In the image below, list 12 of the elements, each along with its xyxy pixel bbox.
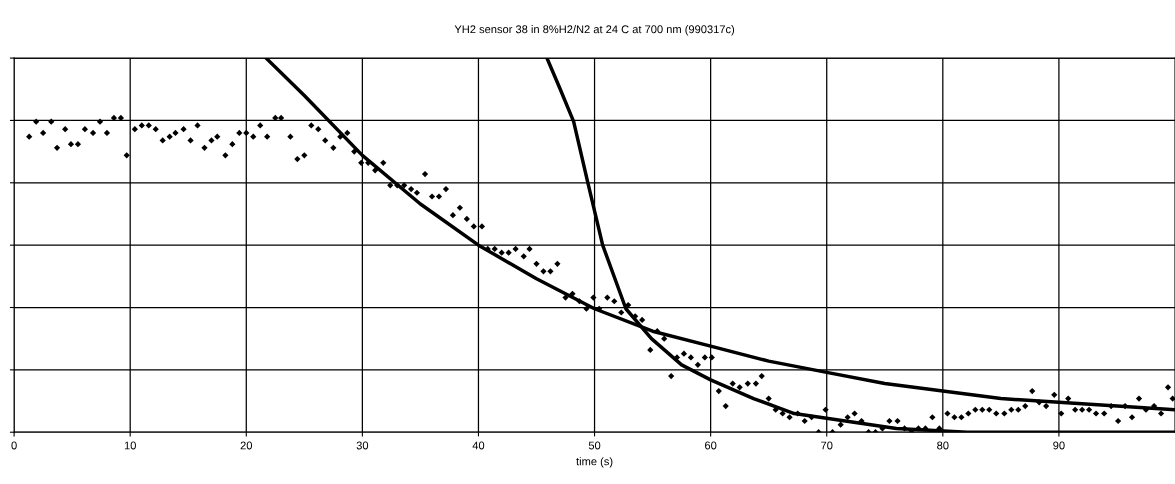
x-tick-label: 50 [588,441,601,450]
x-tick-label: 80 [937,441,949,450]
x-tick-label: 90 [1053,441,1065,450]
x-tick-label: 20 [240,441,253,450]
x-tick-label: 30 [356,441,369,450]
x-tick-label: 40 [472,441,485,450]
x-tick-label: 60 [705,441,717,450]
x-tick-label: 70 [821,441,833,450]
x-tick-label: 10 [124,441,136,450]
x-tick-label: 0 [11,441,17,450]
chart-title: YH2 sensor 38 in 8%H2/N2 at 24 C at 700 nm (990317c) [454,25,735,36]
x-axis-title: time (s) [576,457,613,468]
